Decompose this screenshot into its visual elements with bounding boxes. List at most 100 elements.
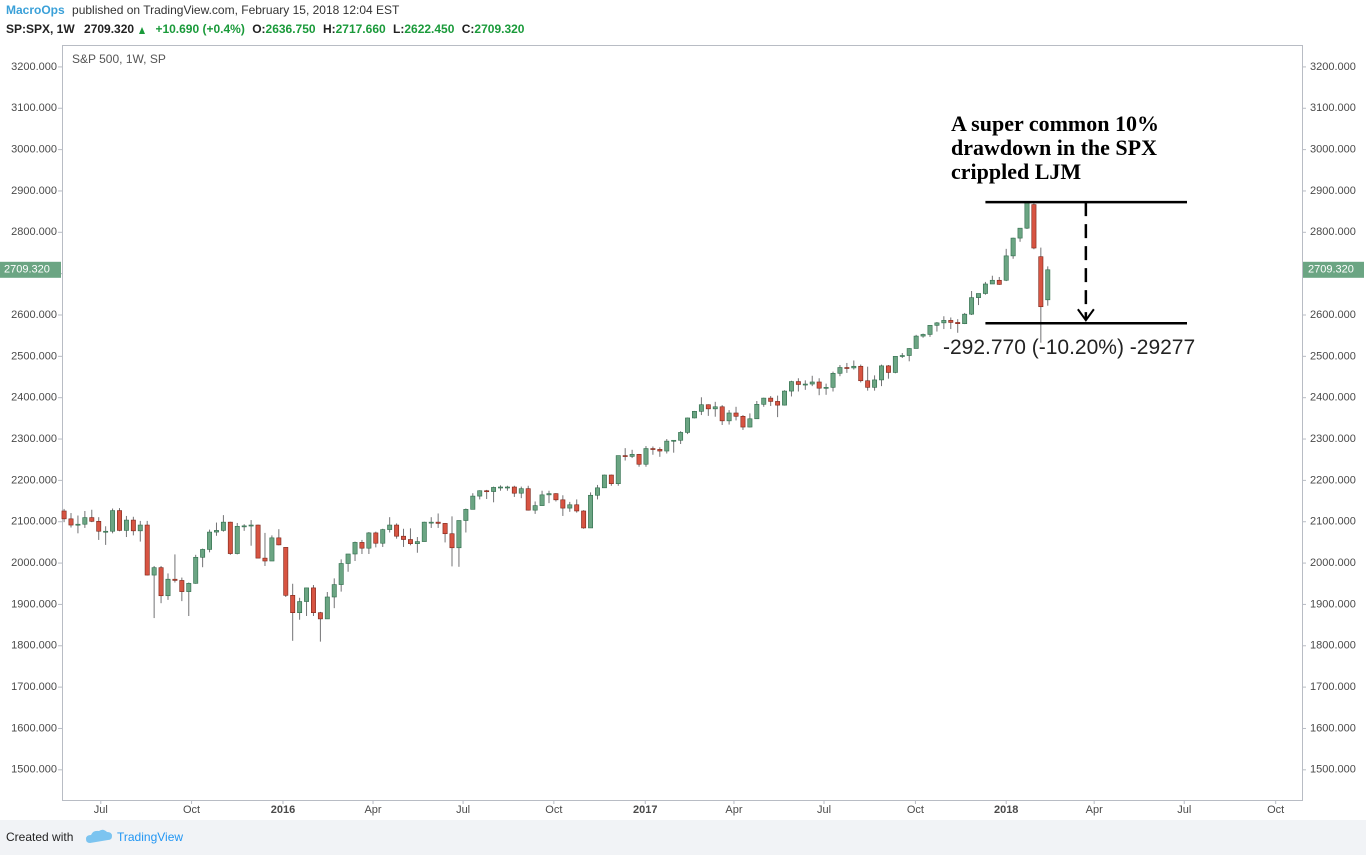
candle-body [643,448,649,465]
legend: S&P 500, 1W, SP [72,52,166,66]
candle-body [463,509,469,521]
candle-body [317,612,323,620]
candle-body [387,524,393,530]
candle-body [304,587,309,602]
candle-body [470,495,476,510]
candle-body [948,320,954,323]
candle-body [775,401,781,406]
candle-body [283,547,289,596]
x-tick-label: Jul [94,804,108,816]
candle-body [539,494,545,506]
candle-body [428,521,434,524]
candle-body [144,524,150,576]
open-label: O: [252,22,265,36]
candle-body [615,455,621,484]
candle-body [200,549,206,558]
x-tick-label: Oct [907,804,924,816]
candle-body [920,334,926,337]
y-tick-label-right: 2800.000 [1310,226,1356,238]
measure-arrowhead [1077,308,1095,322]
candle-body [982,283,988,294]
open: 2636.750 [266,22,316,36]
y-tick-label: 2600.000 [11,309,57,321]
candle-body [345,553,351,564]
y-tick-label-right: 2200.000 [1310,474,1356,486]
candle-body [68,518,74,526]
x-tick-label: Oct [545,804,562,816]
candle-body [795,381,801,385]
candle-body [1017,227,1023,239]
candle-body [241,525,247,528]
candle-body [449,533,455,549]
candle-body [692,411,697,419]
candle-body [435,521,441,524]
candle-body [657,449,663,452]
candle-body [941,320,947,324]
candle-body [442,523,448,535]
candle-body [380,529,386,544]
candle-body [518,488,524,494]
candle-body [1003,255,1009,281]
candle-body [546,493,552,496]
candle-body [1031,204,1037,249]
candle-body [234,525,240,554]
y-tick-label-right: 2300.000 [1310,433,1356,445]
y-tick-label-right: 3100.000 [1310,102,1356,114]
candle-body [290,595,296,613]
x-tick-label: Apr [1086,804,1103,816]
candle-body [193,556,199,584]
candle-body [719,406,725,422]
x-tick-label: 2018 [994,804,1018,816]
candle-body [130,519,136,532]
candle-body [1045,269,1051,301]
y-tick-label: 2000.000 [11,557,57,569]
candle-body [892,356,898,373]
y-tick-label: 2200.000 [11,474,57,486]
candle-body [698,404,704,412]
y-tick-label-right: 3000.000 [1310,144,1356,156]
candle-body [477,490,483,497]
candle-body [851,365,857,369]
author[interactable]: MacroOps [6,3,65,17]
y-tick-label: 1700.000 [11,681,57,693]
footer-brand[interactable]: TradingView [117,830,183,844]
candle-body [650,448,656,450]
last: 2709.320 [84,22,134,36]
x-tick-label: Oct [1267,804,1284,816]
y-tick-label-right: 2000.000 [1310,557,1356,569]
candle-body [165,578,171,597]
candle-body [726,412,732,422]
x-tick-label: 2016 [271,804,295,816]
y-tick-label-right: 2100.000 [1310,516,1356,528]
candle-body [809,381,815,385]
candle-body [220,521,226,531]
candle-body [456,520,462,549]
y-tick-label: 2100.000 [11,516,57,528]
candle-body [685,417,690,433]
candle-body [151,567,157,576]
candle-body [879,365,884,381]
candle-body [1010,237,1016,257]
annotation-text: A super common 10% [951,111,1159,136]
close-label: C: [462,22,475,36]
candle-body [858,365,864,382]
candle-body [311,587,316,613]
candle-body [754,404,760,420]
candle-body [331,584,337,598]
candle-body [214,530,219,533]
candle-body [906,348,912,356]
y-tick-label-right: 2500.000 [1310,350,1356,362]
candle-body [504,486,510,489]
candle-body [830,372,836,388]
published: published on TradingView.com, February 1… [72,3,400,17]
candle-body [588,494,594,529]
candle-body [103,530,109,533]
x-tick-label: 2017 [633,804,657,816]
y-tick-label-right: 2400.000 [1310,392,1356,404]
up-arrow-icon [139,27,145,34]
y-tick-label: 3000.000 [11,144,57,156]
candle-body [248,524,254,527]
x-tick-label: Jul [817,804,831,816]
